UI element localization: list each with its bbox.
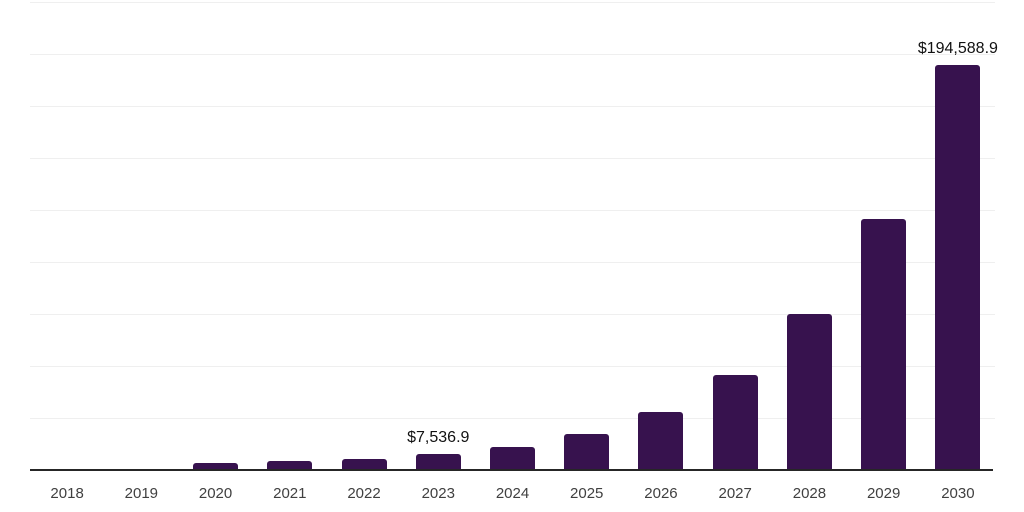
y-gridline xyxy=(30,54,995,55)
y-gridline xyxy=(30,106,995,107)
x-axis-tick-label: 2019 xyxy=(124,485,159,502)
x-axis-tick-label: 2026 xyxy=(644,485,678,502)
x-axis-line xyxy=(30,469,993,471)
bar xyxy=(564,434,610,470)
bar xyxy=(267,461,313,470)
bar xyxy=(861,219,907,470)
bar-value-label: $194,588.9 xyxy=(917,40,998,58)
bar-value-label: $7,536.9 xyxy=(407,429,470,447)
y-gridline xyxy=(30,262,995,263)
x-axis-tick-label: 2030 xyxy=(941,485,975,502)
y-gridline xyxy=(30,210,995,211)
x-axis-tick-label: 2024 xyxy=(495,485,530,502)
bar xyxy=(712,374,758,470)
x-axis-tick-label: 2020 xyxy=(198,485,233,502)
x-axis-tick-label: 2029 xyxy=(866,485,901,502)
bar xyxy=(638,411,684,470)
y-gridline xyxy=(30,158,995,159)
x-axis-tick-label: 2027 xyxy=(718,485,752,502)
x-axis-tick-label: 2025 xyxy=(570,485,604,502)
y-gridline xyxy=(30,2,995,3)
bar xyxy=(935,65,981,470)
x-axis-tick-label: 2018 xyxy=(50,485,84,502)
bar xyxy=(490,447,535,470)
x-axis-tick-label: 2021 xyxy=(273,485,307,502)
y-gridline xyxy=(30,314,995,315)
y-gridline xyxy=(30,418,995,419)
x-axis-tick-label: 2028 xyxy=(792,485,827,502)
x-axis-tick-label: 2023 xyxy=(421,485,455,502)
bar xyxy=(415,454,461,470)
x-axis-tick-label: 2022 xyxy=(347,485,381,502)
bar xyxy=(193,462,239,470)
y-gridline xyxy=(30,366,995,367)
bar xyxy=(341,458,387,470)
bar xyxy=(786,314,832,470)
